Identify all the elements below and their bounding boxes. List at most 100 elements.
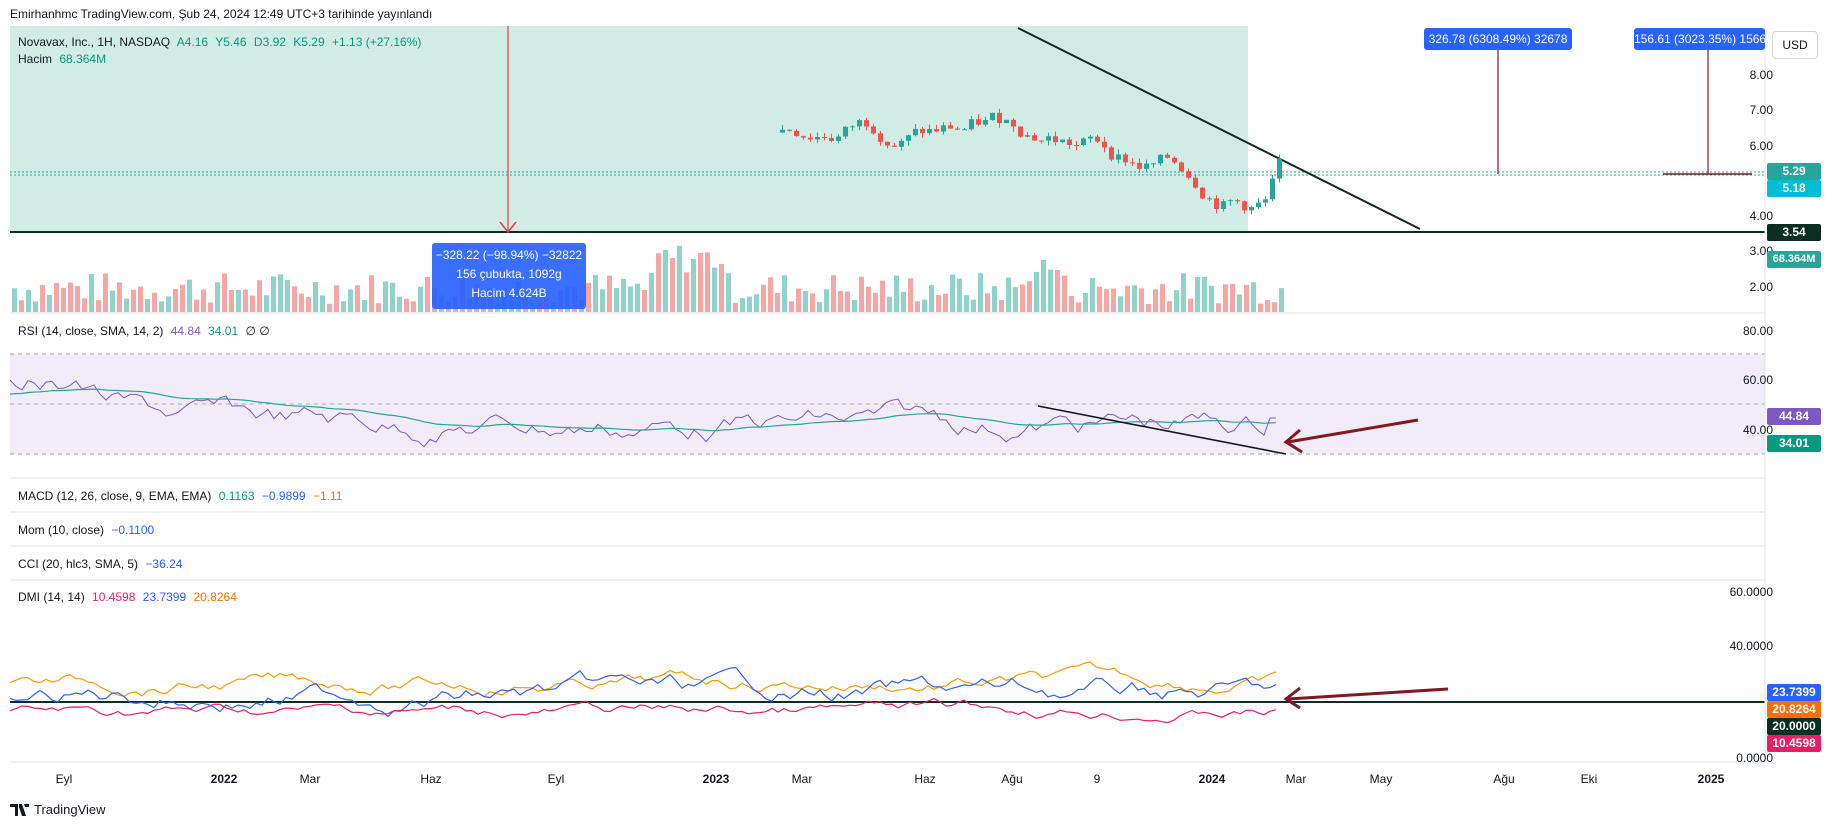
macd-legend[interactable]: MACD (12, 26, close, 9, EMA, EMA) 0.1163… [18,489,346,503]
macd-signal-value: −0.9899 [261,489,306,503]
currency-button[interactable]: USD [1772,31,1818,59]
volume-bar [677,245,682,312]
candle-body [969,119,974,130]
volume-bar [607,275,612,312]
measure-down-callout[interactable]: −328.22 (−98.94%) −32822 156 çubukta, 10… [432,243,586,309]
volume-bar [82,298,87,312]
candle-body [997,112,1002,124]
candle-body [1165,154,1170,158]
volume-bar [635,283,640,312]
volume-bar [1097,286,1102,312]
tradingview-brand[interactable]: TradingView [10,802,106,817]
candle-body [794,130,799,137]
rsi-ma-line [9,388,1277,432]
x-tick: Haz [914,772,936,786]
volume-bar [663,249,668,312]
volume-bar [950,274,955,312]
dmi-plus-value: 23.7399 [142,590,187,604]
mom-value: −0.1100 [111,523,155,537]
volume-bar [1104,289,1109,312]
candle-body [948,125,953,129]
rsi-value: 44.84 [170,324,201,338]
ohlc-open: A4.16 [176,35,209,49]
volume-bar [278,274,283,312]
candle-body [878,133,883,142]
volume-bar [229,289,234,312]
candle-body [1228,200,1233,202]
candle-body [1200,187,1205,199]
candle-body [836,136,841,142]
dmi-adx-tag: 20.8264 [1767,701,1821,718]
candlesticks [780,108,1282,215]
ohlc-high: Y5.46 [215,35,247,49]
dmi-adx-line [9,661,1277,698]
volume-bar [334,285,339,312]
dmi-plus-line [9,666,1277,718]
candle-body [1074,145,1079,147]
y-tick-main: 6.00 [1749,139,1773,153]
volume-bar [824,289,829,312]
volume-bar [642,289,647,312]
y-tick-rsi: 60.00 [1742,373,1773,387]
x-tick: Mar [299,772,321,786]
mom-legend[interactable]: Mom (10, close) −0.1100 [18,523,158,537]
volume-bar [985,293,990,312]
published-credit: Emirhanhmc TradingView.com, Şub 24, 2024… [10,7,433,21]
volume-bar [810,293,815,312]
volume-bar [670,257,675,312]
volume-bar [901,291,906,312]
volume-bar [740,298,745,312]
volume-bar [1202,276,1207,312]
measure-up-callout-2[interactable]: 156.61 (3023.35%) 1566 [1634,28,1765,50]
volume-bar [1055,269,1060,312]
volume-bar [1279,288,1284,312]
rsi-ma-tag: 34.01 [1767,435,1821,452]
x-tick: Ağu [1001,772,1023,786]
volume-bar [68,282,73,312]
volume-bar [1048,269,1053,312]
x-tick: 2024 [1198,772,1226,786]
dmi-legend[interactable]: DMI (14, 14) 10.4598 23.7399 20.8264 [18,590,241,604]
rsi-trendline [1037,405,1287,455]
volume-bar [873,292,878,312]
volume-legend[interactable]: Hacim 68.364M [18,52,110,66]
dmi-arrow-head [1283,686,1301,710]
rsi-legend[interactable]: RSI (14, close, SMA, 14, 2) 44.84 34.01 … [18,324,274,338]
dmi-arrow-shaft [1287,687,1449,701]
candle-body [780,129,785,133]
volume-bar [1258,303,1263,312]
measure-up-callout-1[interactable]: 326.78 (6308.49%) 32678 [1424,28,1572,50]
volume-bar [61,288,66,312]
volume-bar [40,285,45,312]
volume-bar [1230,283,1235,312]
candle-body [955,128,960,130]
volume-bar [145,299,150,312]
candle-body [885,141,890,146]
volume-bar [75,286,80,312]
volume-bar [908,278,913,312]
candle-body [990,112,995,120]
volume-bar [1139,288,1144,312]
volume-bar [131,289,136,312]
tradingview-logo-icon [10,803,29,816]
volume-bar [152,292,157,312]
volume-bar [754,294,759,312]
volume-bar [411,301,416,312]
macd-hist-value: −1.11 [312,489,343,503]
main-legend[interactable]: Novavax, Inc., 1H, NASDAQ A4.16 Y5.46 D3… [18,35,425,49]
volume-bar [215,282,220,312]
prev-price-tag: 5.18 [1767,180,1821,197]
candle-body [983,119,988,125]
dmi-label: DMI (14, 14) [18,590,85,604]
volume-bar [768,277,773,312]
candle-body [864,120,869,127]
y-tick-dmi: 40.0000 [1729,639,1773,653]
y-tick-main: 7.00 [1749,103,1773,117]
cci-legend[interactable]: CCI (20, hlc3, SMA, 5) −36.24 [18,557,186,571]
volume-bar [180,284,185,312]
volume-bar [292,286,297,312]
volume-bar [852,299,857,312]
volume-bar [264,295,269,312]
support-price-tag: 3.54 [1767,224,1821,241]
